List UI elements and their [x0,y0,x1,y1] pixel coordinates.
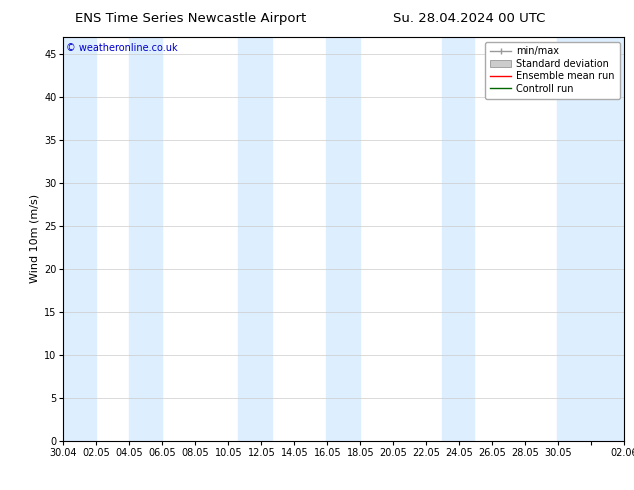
Y-axis label: Wind 10m (m/s): Wind 10m (m/s) [30,195,40,283]
Bar [442,37,474,441]
Text: Su. 28.04.2024 00 UTC: Su. 28.04.2024 00 UTC [393,12,545,25]
Text: © weatheronline.co.uk: © weatheronline.co.uk [66,43,178,53]
Bar [129,37,162,441]
Legend: min/max, Standard deviation, Ensemble mean run, Controll run: min/max, Standard deviation, Ensemble me… [485,42,619,98]
Bar [557,37,624,441]
Bar [327,37,360,441]
Bar [238,37,272,441]
Bar [63,37,96,441]
Text: ENS Time Series Newcastle Airport: ENS Time Series Newcastle Airport [75,12,306,25]
